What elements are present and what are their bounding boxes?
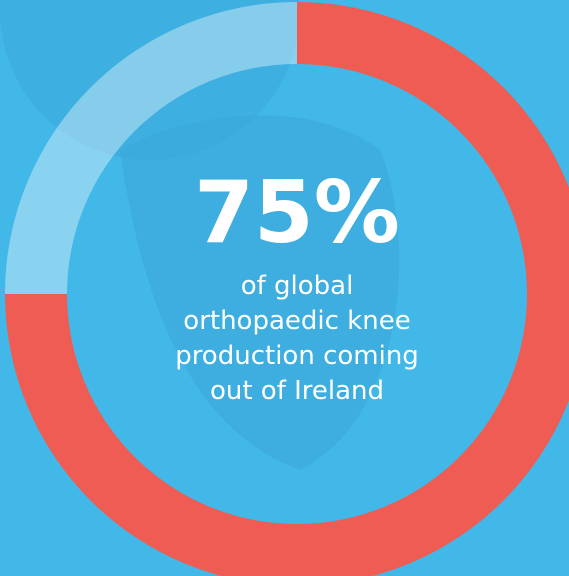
map-decoration [120,115,400,471]
caption-line: production coming [175,341,419,371]
caption-line: orthopaedic knee [183,306,410,336]
caption-line: of global [241,271,354,301]
donut-segment [5,2,297,294]
center-text: 75% of global orthopaedic knee production c… [175,163,419,406]
donut [5,2,569,576]
value-label: 75% [194,163,400,263]
caption-line: out of Ireland [210,376,384,406]
